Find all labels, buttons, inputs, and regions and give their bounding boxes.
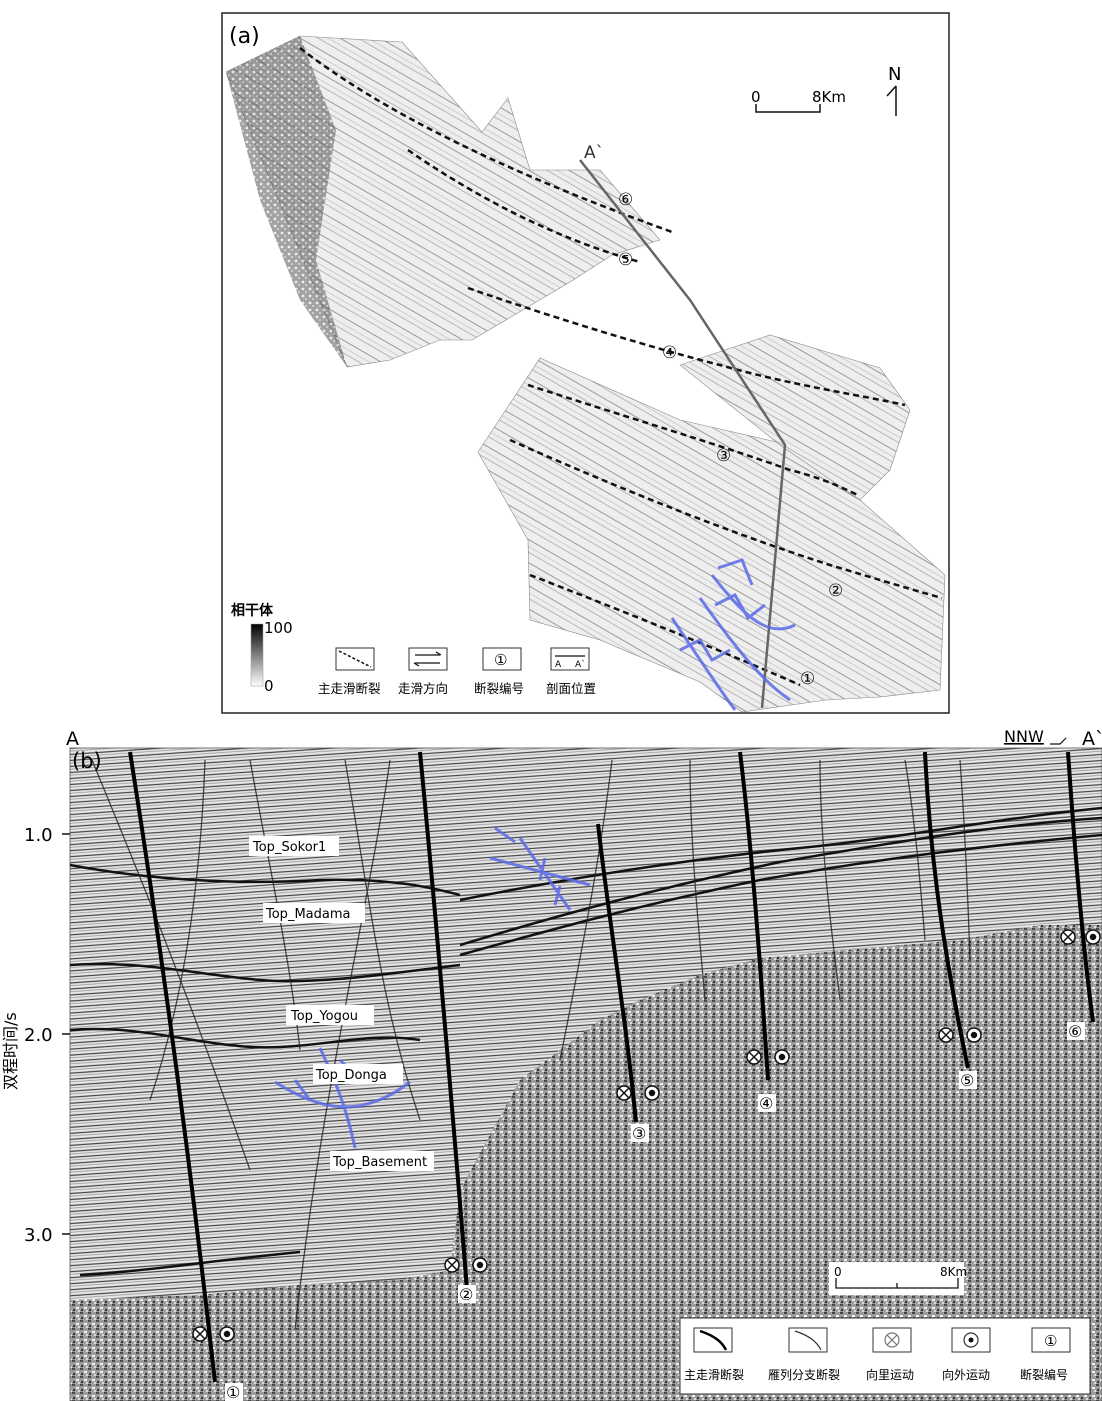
fault-number-4: ④	[662, 343, 677, 363]
fault-number-2: ②	[828, 581, 843, 601]
section-fault-number-6: ⑥	[1068, 1022, 1082, 1041]
colorbar-min: 0	[264, 677, 274, 695]
section-fault-numbers: ① ② ③ ④ ⑤ ⑥	[225, 1022, 1085, 1401]
horizon-top-donga: Top_Donga	[315, 1068, 387, 1083]
section-line	[579, 159, 787, 709]
section-fault-number-5: ⑤	[960, 1071, 974, 1090]
legend-main-fault: 主走滑断裂	[318, 681, 381, 696]
legend-slip-direction: 走滑方向	[398, 681, 448, 696]
map-scale-bar: 0 8Km	[751, 88, 846, 113]
section-scale-start: 0	[834, 1265, 842, 1279]
y-tick-1: 1.0	[24, 825, 53, 846]
legend-branch-fault: 雁列分支断裂	[768, 1367, 840, 1382]
fault-trace-3	[527, 383, 859, 497]
y-axis-label: 双程时间/s	[1, 1012, 20, 1090]
fault-number-6: ⑥	[618, 190, 633, 210]
fault-trace-2	[509, 438, 943, 600]
panel-a-label: (a)	[229, 24, 260, 49]
fault-1-motion	[192, 1326, 235, 1342]
horizon-top-basement: Top_Basement	[332, 1155, 427, 1170]
panel-a: (a) A` ⑥ ⑤ ④ ③ ② ①	[221, 12, 950, 714]
horizon-top-sokor1: Top_Sokor1	[252, 840, 326, 855]
legend-fault-number-symbol: ①	[494, 651, 507, 669]
fault-3-motion	[616, 1085, 660, 1101]
legend-main-fault-b: 主走滑断裂	[684, 1367, 744, 1382]
legend-inward: 向里运动	[866, 1367, 914, 1382]
panel-b-label: (b)	[72, 749, 102, 773]
section-scale-end: 8Km	[940, 1265, 967, 1279]
section-fault-number-1: ①	[226, 1383, 240, 1401]
colorbar-max: 100	[264, 619, 293, 637]
legend-fault-number-symbol-b: ①	[1044, 1332, 1057, 1350]
direction-label: NNW	[1004, 727, 1044, 746]
legend-section-location: 剖面位置	[546, 681, 596, 696]
fault-6-motion	[1060, 929, 1101, 945]
fault-number-1: ①	[800, 669, 815, 689]
seismic-section	[69, 747, 1102, 1401]
direction-indicator: NNW	[1004, 727, 1067, 746]
fault-number-3: ③	[716, 446, 731, 466]
section-fault-1	[128, 751, 217, 1383]
section-scale-bar: 0 8Km	[829, 1262, 967, 1295]
fault-trace-5	[407, 148, 641, 264]
map-scale-start: 0	[751, 88, 761, 106]
map-legend: 主走滑断裂 走滑方向 ① 断裂编号 A A` 剖面位置	[318, 647, 596, 696]
section-fault-2	[418, 751, 470, 1303]
legend-fault-number-b: 断裂编号	[1020, 1367, 1068, 1382]
echelon-annotation-b	[274, 826, 591, 1149]
echelon-annotation	[670, 558, 796, 711]
colorbar-title: 相干体	[231, 602, 274, 619]
north-label: N	[888, 64, 901, 85]
fault-4-motion	[746, 1049, 790, 1065]
horizon-top-yogou: Top_Yogou	[290, 1009, 358, 1024]
coherence-map	[225, 35, 946, 713]
section-start-label: A	[66, 728, 79, 750]
fault-number-labels: ⑥ ⑤ ④ ③ ② ①	[618, 190, 843, 689]
section-end-label-b: A`	[1082, 728, 1102, 750]
y-tick-3: 3.0	[24, 1225, 53, 1246]
motion-symbols	[192, 929, 1101, 1342]
y-axis: 1.0 2.0 3.0 双程时间/s	[1, 825, 70, 1246]
fault-5-motion	[938, 1027, 982, 1043]
panel-b: A A` NNW	[1, 727, 1102, 1401]
section-fault-3	[596, 823, 638, 1123]
legend-section-a: A	[555, 660, 562, 670]
horizon-top-madama: Top_Madama	[265, 907, 350, 922]
fault-traces	[299, 47, 943, 687]
section-fault-5	[923, 751, 970, 1069]
map-scale-end: 8Km	[812, 88, 846, 106]
section-legend: 主走滑断裂 雁列分支断裂 向里运动 向外运动 ① 断裂编号	[679, 1317, 1091, 1395]
section-end-label: A`	[584, 143, 604, 163]
legend-fault-number: 断裂编号	[474, 681, 524, 696]
section-fault-number-2: ②	[459, 1285, 473, 1304]
legend-section-a-prime: A`	[575, 659, 586, 670]
coherence-colorbar: 相干体 100 0	[231, 602, 293, 695]
section-fault-number-3: ③	[632, 1124, 646, 1143]
fault-2-motion	[444, 1257, 488, 1273]
section-fault-number-4: ④	[759, 1094, 773, 1113]
horizon-labels: Top_Sokor1 Top_Madama Top_Yogou Top_Dong…	[249, 836, 434, 1171]
y-tick-2: 2.0	[24, 1025, 53, 1046]
fault-trace-4	[467, 286, 906, 407]
legend-outward: 向外运动	[942, 1367, 990, 1382]
fault-trace-6	[299, 47, 673, 234]
section-fault-4	[738, 751, 770, 1081]
fault-number-5: ⑤	[618, 250, 633, 270]
section-fault-6	[1066, 751, 1095, 1023]
north-arrow: N	[886, 64, 901, 116]
